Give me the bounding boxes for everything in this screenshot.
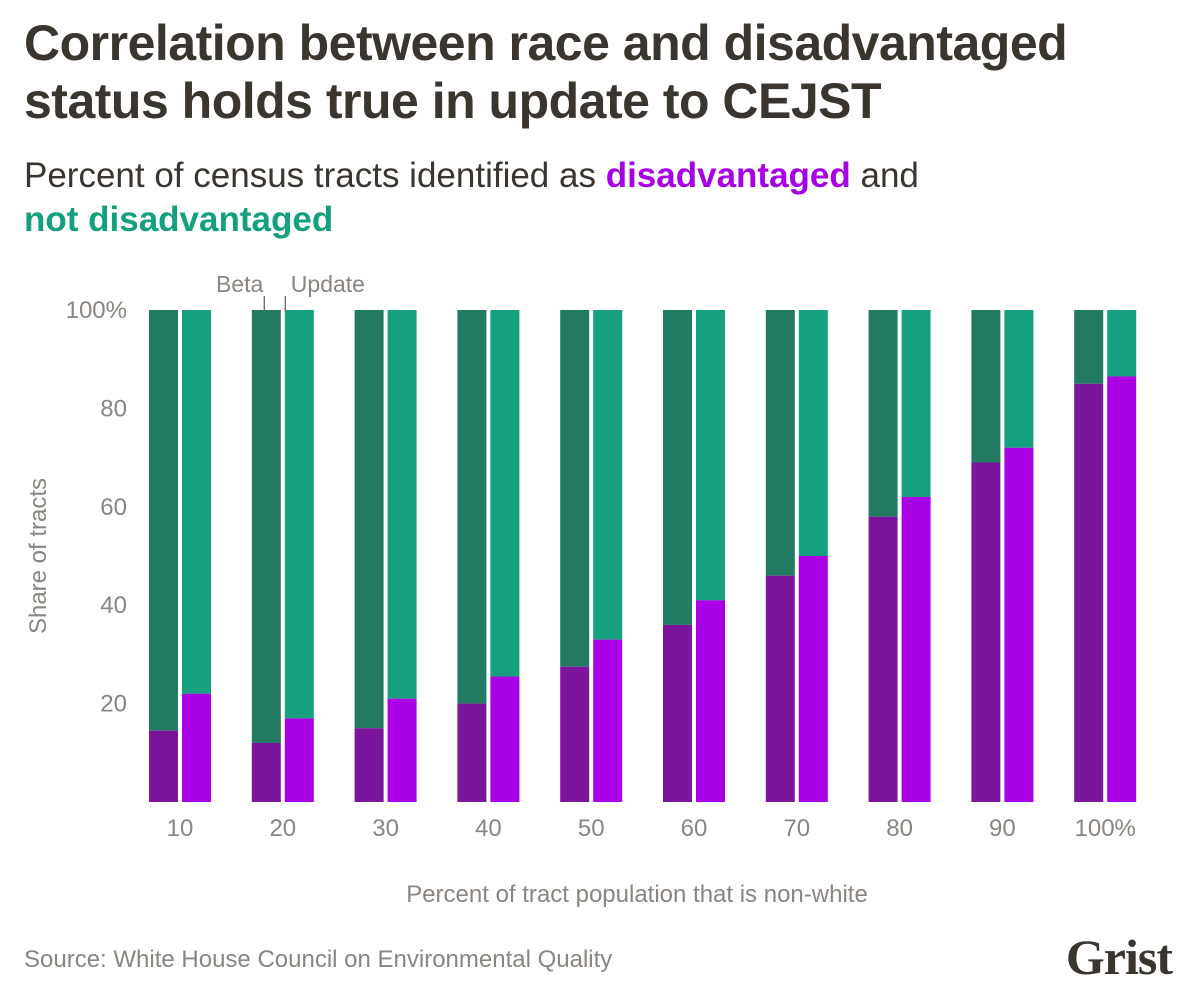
y-tick-label: 40 [100,592,127,619]
bar-beta-not-disadvantaged [457,310,487,704]
bar-update-disadvantaged [387,698,417,802]
x-tick-label: 70 [783,815,810,842]
y-tick-label: 100% [66,297,127,324]
y-axis-label: Share of tracts [25,478,52,634]
x-tick-label: 60 [681,815,708,842]
bar-beta-disadvantaged [560,666,590,802]
bar-beta-disadvantaged [765,575,795,802]
subtitle-and: and [850,156,919,195]
bar-update-not-disadvantaged [593,310,623,640]
x-tick-label: 30 [372,815,399,842]
bar-label-beta: Beta [216,271,264,297]
bar-beta-not-disadvantaged [251,310,281,743]
bar-beta-disadvantaged [971,462,1001,802]
bar-beta-not-disadvantaged [560,310,590,667]
bar-update-disadvantaged [901,496,931,802]
bar-update-not-disadvantaged [1004,310,1034,448]
bar-update-not-disadvantaged [387,310,417,699]
y-tick-label: 60 [100,494,127,521]
bar-update-not-disadvantaged [696,310,725,601]
bar-beta-not-disadvantaged [354,310,384,729]
bar-beta-disadvantaged [868,516,898,802]
x-tick-label: 80 [886,815,913,842]
chart-subtitle: Percent of census tracts identified as d… [24,154,1184,242]
bar-update-disadvantaged [798,556,828,802]
x-tick-label: 20 [269,815,296,842]
y-tick-label: 20 [100,691,127,718]
grist-logo: Grist [1065,929,1173,985]
subtitle-text: Percent of census tracts identified as [24,156,606,195]
bar-beta-disadvantaged [354,728,384,802]
x-axis-label: Percent of tract population that is non-… [406,881,868,908]
bar-beta-not-disadvantaged [765,310,795,576]
bar-update-disadvantaged [284,718,314,802]
bar-update-not-disadvantaged [182,310,211,694]
chart-title: Correlation between race and disadvantag… [24,15,1068,129]
legend-disadvantaged: disadvantaged [605,156,851,195]
bar-beta-not-disadvantaged [971,310,1001,463]
bar-update-disadvantaged [593,639,623,802]
bar-beta-disadvantaged [251,742,281,802]
bar-beta-not-disadvantaged [149,310,178,731]
bar-beta-disadvantaged [457,703,487,802]
bar-update-disadvantaged [182,693,211,802]
bar-beta-disadvantaged [663,624,692,802]
bar-beta-disadvantaged [149,730,178,802]
bar-update-disadvantaged [490,676,520,802]
bar-beta-disadvantaged [1074,383,1104,802]
bar-update-not-disadvantaged [1107,310,1137,377]
bar-update-not-disadvantaged [798,310,828,556]
bar-beta-not-disadvantaged [1074,310,1104,384]
legend-not-disadvantaged: not disadvantaged [24,200,334,239]
x-tick-label: 10 [167,815,194,842]
bar-update-not-disadvantaged [901,310,931,497]
y-tick-label: 80 [100,395,127,422]
x-tick-label: 40 [475,815,502,842]
x-tick-label: 100% [1075,815,1136,842]
bar-update-disadvantaged [696,600,725,802]
bar-update-disadvantaged [1004,447,1034,802]
x-tick-label: 90 [989,815,1016,842]
source-note: Source: White House Council on Environme… [24,946,613,973]
bar-update-disadvantaged [1107,376,1137,802]
bar-update-not-disadvantaged [284,310,314,719]
x-tick-label: 50 [578,815,605,842]
bar-label-update: Update [291,271,365,297]
bar-beta-not-disadvantaged [868,310,898,517]
bar-update-not-disadvantaged [490,310,520,677]
bar-beta-not-disadvantaged [663,310,692,625]
